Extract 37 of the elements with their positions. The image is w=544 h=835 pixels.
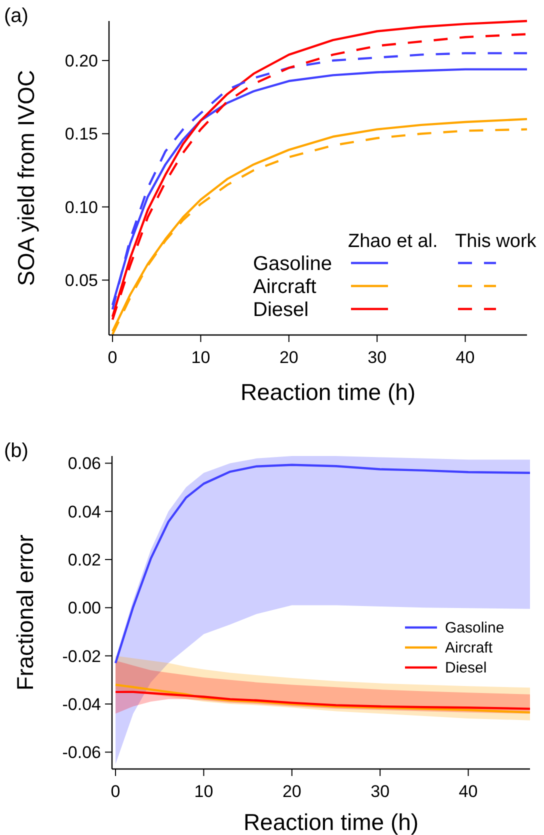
x-axis-title: Reaction time (h) — [243, 809, 419, 835]
y-tick-label: 0.04 — [68, 502, 101, 522]
x-tick-label: 10 — [194, 782, 214, 801]
x-tick-label: 30 — [368, 348, 387, 367]
y-tick-label: 0.00 — [68, 598, 101, 618]
legend-label: Diesel — [253, 299, 309, 321]
y-axis-title: SOA yield from IVOC — [13, 70, 39, 286]
legend-label: Diesel — [445, 660, 487, 676]
x-axis-title: Reaction time (h) — [240, 379, 416, 405]
legend-label: Aircraft — [253, 276, 317, 298]
legend-label: Aircraft — [445, 640, 494, 656]
y-tick-label: 0.02 — [68, 550, 101, 570]
y-tick-label: 0.20 — [64, 52, 98, 71]
y-tick-label: 0.05 — [64, 271, 98, 290]
y-tick-label: -0.04 — [62, 694, 101, 714]
y-tick-label: 0.10 — [64, 198, 98, 217]
text: (b) — [4, 440, 28, 462]
x-tick-label: 40 — [458, 782, 478, 801]
legend-label: Gasoline — [445, 620, 504, 636]
x-tick-label: 10 — [191, 348, 210, 367]
y-axis-title: Fractional error — [12, 534, 38, 690]
annotation: Zhao et al. — [348, 231, 438, 252]
line-series — [114, 690, 532, 710]
x-tick-label: 0 — [110, 782, 120, 801]
x-tick-label: 40 — [456, 348, 475, 367]
x-tick-label: 20 — [279, 348, 298, 367]
y-tick-label: -0.02 — [62, 646, 101, 666]
x-tick-label: 0 — [108, 348, 118, 367]
text: (a) — [4, 5, 28, 27]
y-tick-label: -0.06 — [62, 743, 101, 762]
y-tick-label: 0.06 — [68, 454, 101, 474]
legend-label: Gasoline — [253, 253, 332, 275]
line-series — [114, 684, 532, 714]
y-tick-label: 0.15 — [64, 124, 98, 144]
x-tick-label: 30 — [370, 782, 390, 801]
x-tick-label: 20 — [282, 782, 302, 801]
annotation: This work — [455, 231, 537, 252]
